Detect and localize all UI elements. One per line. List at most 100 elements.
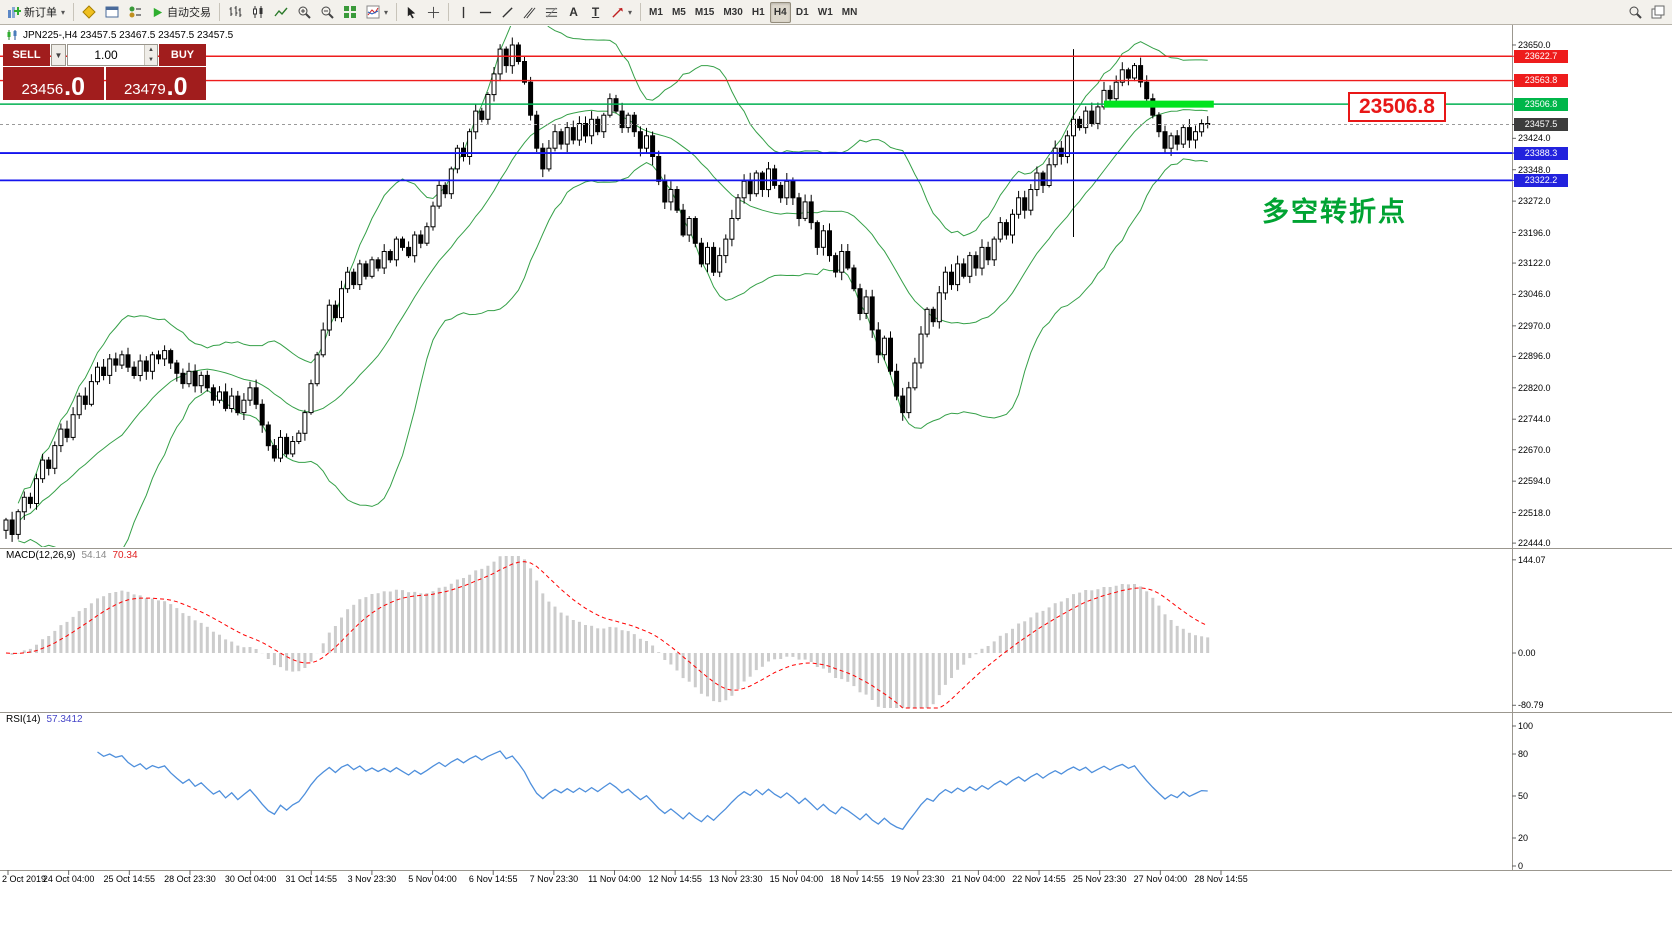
time-tick-label: 11 Nov 04:00 [588,874,641,884]
channel-tool-button[interactable] [519,2,540,23]
new-order-icon [8,7,21,18]
auto-trading-button[interactable]: 自动交易 [147,2,215,23]
timeframe-mn[interactable]: MN [841,6,858,18]
trendline-tool-button[interactable] [497,2,518,23]
chart-symbol-icon [7,30,17,40]
crosshair-tool-button[interactable] [423,2,444,23]
text-tool-button[interactable]: A [563,2,584,23]
time-tick-label: 6 Nov 14:55 [468,874,518,884]
buy-price-frac: .0 [166,72,188,101]
price-tick-label: 22594.0 [1518,476,1551,487]
toolbar-separator [448,3,450,21]
toolbar-separator [73,3,75,21]
rsi-tick-label: 0 [1518,861,1524,871]
price-level-label: 23322.2 [1514,173,1568,187]
cursor-tool-button[interactable] [401,2,422,23]
timeframe-h1[interactable]: H1 [751,6,765,18]
main-toolbar: 新订单 自动交易 [0,0,1672,25]
price-tick-label: 23196.0 [1518,227,1551,238]
arrow-tool-icon [612,7,623,18]
price-level-label: 23622.7 [1514,49,1568,63]
timeframe-m30[interactable]: M30 [723,6,743,18]
rsi-panel-label: RSI(14) 57.3412 [6,714,83,725]
arrows-tool-button[interactable] [607,2,636,23]
macd-panel-label: MACD(12,26,9) 54.14 70.34 [6,550,138,561]
price-tick-label: 23122.0 [1518,258,1551,269]
candlestick-mode-button[interactable] [247,2,269,23]
market-watch-icon [82,5,96,19]
buy-button[interactable]: BUY [159,44,206,66]
vertical-line-tool-button[interactable] [453,2,474,23]
volume-input[interactable] [68,45,144,65]
line-chart-icon [274,7,288,17]
buy-price-display[interactable]: 23479 .0 [105,67,206,101]
rsi-tick-label: 80 [1518,749,1529,759]
time-tick-label: 3 Nov 23:30 [347,874,397,884]
timeframe-m15[interactable]: M15 [694,6,715,18]
volume-down-button[interactable]: ▼ [145,55,157,65]
tile-windows-icon [344,6,357,18]
indicators-icon [366,5,380,19]
timeframe-m5[interactable]: M5 [671,6,686,18]
horizontal-line-icon [479,11,492,13]
buy-price-main: 23479 [123,80,166,98]
price-level-label: 23457.5 [1514,117,1568,131]
fibonacci-icon [545,7,558,17]
line-chart-mode-button[interactable] [270,2,292,23]
time-tick-label: 5 Nov 04:00 [408,874,457,884]
rsi-tick-label: 50 [1518,791,1529,801]
timeframe-w1[interactable]: W1 [817,6,833,18]
auto-trading-label: 自动交易 [167,7,212,19]
chart-title: JPN225-,H4 23457.5 23467.5 23457.5 23457… [6,29,233,41]
crosshair-icon [427,6,440,18]
macd-axis: 144.07 0.00 -80.79 [1512,0,1672,951]
label-tool-label: T [591,5,600,19]
time-tick-label: 27 Nov 04:00 [1133,874,1188,884]
navigator-icon [129,6,142,18]
bar-chart-mode-button[interactable] [224,2,246,23]
data-window-button[interactable] [101,2,123,23]
price-level-label: 23506.8 [1514,97,1568,111]
price-tick-label: 23272.0 [1518,196,1551,207]
navigator-button[interactable] [124,2,146,23]
sell-button[interactable]: SELL [3,44,50,66]
new-order-button[interactable]: 新订单 [3,2,69,23]
label-tool-button[interactable]: T [585,2,606,23]
timeframe-group: M1 M5 M15 M30 H1 H4 D1 W1 MN [645,1,861,23]
level-price-tag[interactable]: 23506.8 [1348,92,1446,122]
cascade-windows-icon [1651,5,1665,19]
tile-windows-button[interactable] [339,2,361,23]
zoom-in-icon [298,6,311,19]
search-button[interactable] [1624,2,1646,23]
volume-box: ▲ ▼ [67,44,158,66]
zoom-in-button[interactable] [293,2,315,23]
indicators-button[interactable] [362,2,392,23]
toolbar-separator [640,3,642,21]
timeframe-m1[interactable]: M1 [649,6,663,18]
fibonacci-tool-button[interactable] [541,2,562,23]
auto-trading-icon [153,7,163,17]
timeframe-d1[interactable]: D1 [795,6,809,18]
market-watch-button[interactable] [78,2,100,23]
sell-price-display[interactable]: 23456 .0 [3,67,104,100]
price-tick-label: 22670.0 [1518,444,1551,455]
rsi-tick-label: 100 [1518,721,1534,731]
data-window-icon [105,6,119,18]
zoom-out-button[interactable] [316,2,338,23]
time-tick-label: 7 Nov 23:30 [529,874,579,884]
time-tick-label: 12 Nov 14:55 [648,874,702,884]
price-tick-label: 22518.0 [1518,507,1551,518]
rsi-name: RSI(14) [6,714,41,725]
channel-icon [523,7,536,18]
volume-dropdown-button[interactable]: ▼ [51,44,66,66]
cascade-windows-button[interactable] [1647,2,1669,23]
toolbar-right-group [1624,2,1669,23]
volume-up-button[interactable]: ▲ [145,45,157,55]
price-tick-label: 23348.0 [1518,164,1551,175]
volume-spinner: ▲ ▼ [144,45,157,65]
macd-name: MACD(12,26,9) [6,550,76,561]
text-tool-label: A [569,5,578,19]
timeframe-h4[interactable]: H4 [769,1,791,23]
horizontal-line-tool-button[interactable] [475,2,496,23]
